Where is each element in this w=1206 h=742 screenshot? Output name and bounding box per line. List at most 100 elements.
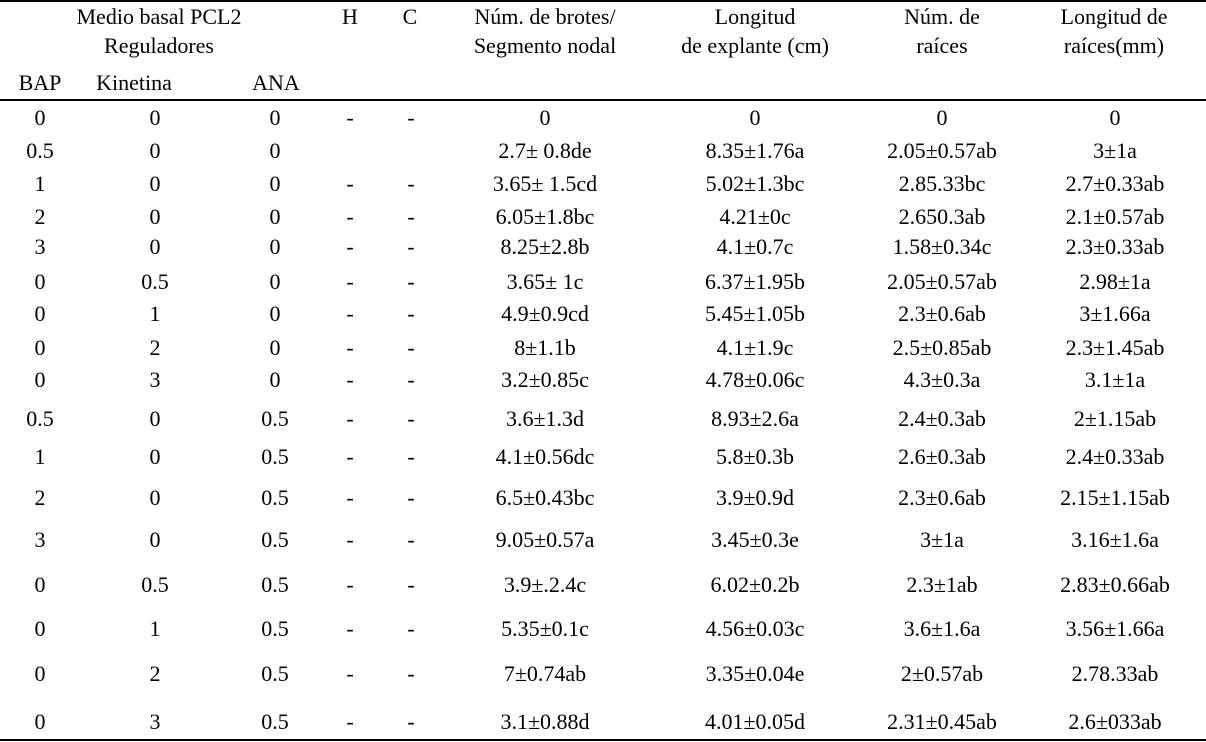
cell-ana: 0 [269, 138, 281, 163]
header-longitud-line2: de explante (cm) [681, 33, 829, 58]
cell-c: - [407, 661, 415, 686]
cell-num-raices: 3.6±1.6a [903, 616, 981, 641]
header-bap: BAP [18, 70, 62, 95]
cell-bap: 1 [34, 444, 46, 469]
cell-brotes: 3.6±1.3d [505, 406, 585, 431]
cell-bap: 0 [34, 105, 46, 130]
cell-num-raices: 2±0.57ab [900, 661, 984, 686]
cell-longitud-explante: 3.45±0.3e [711, 527, 799, 552]
cell-ana: 0.5 [261, 661, 289, 686]
cell-h: - [346, 367, 354, 392]
cell-kinetina: 0 [149, 527, 161, 552]
cell-c: - [407, 527, 415, 552]
cell-brotes: 4.9±0.9cd [501, 301, 589, 326]
cell-h: - [346, 204, 354, 229]
cell-bap: 1 [34, 171, 46, 196]
cell-brotes: 3.1±0.88d [500, 709, 590, 734]
cell-bap: 2 [34, 204, 46, 229]
header-ana: ANA [252, 70, 300, 95]
cell-longitud-raices: 2.7±0.33ab [1065, 171, 1165, 196]
cell-brotes: 6.5±0.43bc [495, 485, 595, 510]
cell-longitud-raices: 2.4±0.33ab [1065, 444, 1165, 469]
cell-longitud-raices: 2.3±0.33ab [1065, 234, 1165, 259]
cell-brotes: 9.05±0.57a [495, 527, 595, 552]
cell-longitud-explante: 6.02±0.2b [710, 572, 800, 597]
cell-bap: 0 [34, 616, 46, 641]
cell-longitud-raices: 2.3±1.45ab [1065, 335, 1165, 360]
cell-num-raices: 2.5±0.85ab [892, 335, 992, 360]
cell-ana: 0.5 [261, 527, 289, 552]
cell-bap: 0 [34, 661, 46, 686]
cell-brotes: 3.65± 1c [506, 269, 584, 294]
header-longitud-line1: Longitud [714, 4, 796, 29]
cell-h: - [346, 105, 354, 130]
cell-brotes: 5.35±0.1c [501, 616, 589, 641]
cell-ana: 0 [269, 367, 281, 392]
cell-h: - [346, 269, 354, 294]
cell-bap: 3 [34, 234, 46, 259]
header-bottom-rule [0, 99, 1206, 101]
cell-longitud-explante: 8.35±1.76a [705, 138, 805, 163]
cell-bap: 3 [34, 527, 46, 552]
cell-brotes: 3.2±0.85c [501, 367, 589, 392]
cell-c: - [407, 406, 415, 431]
cell-c: - [407, 234, 415, 259]
cell-longitud-explante: 5.8±0.3b [715, 444, 795, 469]
cell-h: - [346, 234, 354, 259]
top-rule [0, 0, 1206, 2]
cell-h: - [346, 301, 354, 326]
cell-c: - [407, 367, 415, 392]
cell-h: - [346, 335, 354, 360]
cell-kinetina: 0 [149, 485, 161, 510]
cell-h: - [346, 616, 354, 641]
cell-bap: 0 [34, 367, 46, 392]
cell-h: - [346, 171, 354, 196]
cell-ana: 0.5 [261, 616, 289, 641]
cell-bap: 0.5 [26, 138, 54, 163]
cell-longitud-explante: 4.1±0.7c [716, 234, 794, 259]
table-bottom-rule [0, 739, 1206, 741]
cell-num-raices: 2.05±0.57ab [887, 269, 997, 294]
cell-bap: 0.5 [26, 406, 54, 431]
cell-longitud-explante: 3.35±0.04e [705, 661, 805, 686]
cell-longitud-raices: 2.78.33ab [1071, 661, 1159, 686]
cell-c: - [407, 572, 415, 597]
cell-longitud-raices: 3.1±1a [1084, 367, 1146, 392]
cell-h: - [346, 485, 354, 510]
cell-longitud-raices: 3.16±1.6a [1071, 527, 1159, 552]
cell-kinetina: 2 [149, 335, 161, 360]
cell-num-raices: 2.85.33bc [898, 171, 986, 196]
cell-kinetina: 0 [149, 444, 161, 469]
cell-longitud-raices: 2.1±0.57ab [1065, 204, 1165, 229]
cell-ana: 0 [269, 204, 281, 229]
cell-c: - [407, 709, 415, 734]
cell-c: - [407, 204, 415, 229]
cell-longitud-raices: 2.6±033ab [1068, 709, 1162, 734]
cell-h: - [346, 661, 354, 686]
cell-num-raices: 2.3±1ab [906, 572, 978, 597]
cell-num-raices: 3±1a [920, 527, 964, 552]
cell-c: - [407, 269, 415, 294]
cell-num-raices: 2.650.3ab [898, 204, 986, 229]
cell-ana: 0.5 [261, 709, 289, 734]
cell-ana: 0.5 [261, 485, 289, 510]
cell-num-raices: 2.3±0.6ab [898, 485, 986, 510]
cell-num-raices: 1.58±0.34c [892, 234, 992, 259]
cell-longitud-raices: 2.15±1.15ab [1060, 485, 1170, 510]
cell-kinetina: 3 [149, 367, 161, 392]
cell-longitud-raices: 2±1.15ab [1073, 406, 1157, 431]
header-raices-line2: raíces [916, 33, 968, 58]
cell-kinetina: 0.5 [141, 572, 169, 597]
cell-longitud-explante: 4.21±0c [719, 204, 791, 229]
cell-kinetina: 2 [149, 661, 161, 686]
cell-kinetina: 3 [149, 709, 161, 734]
cell-ana: 0 [269, 171, 281, 196]
cell-brotes: 2.7± 0.8de [498, 138, 592, 163]
cell-bap: 2 [34, 485, 46, 510]
cell-c: - [407, 444, 415, 469]
cell-brotes: 3.9±.2.4c [503, 572, 587, 597]
cell-longitud-raices: 3.56±1.66a [1065, 616, 1165, 641]
cell-longitud-raices: 2.83±0.66ab [1060, 572, 1170, 597]
cell-longitud-raices: 3±1a [1093, 138, 1137, 163]
cell-brotes: 4.1±0.56dc [495, 444, 595, 469]
